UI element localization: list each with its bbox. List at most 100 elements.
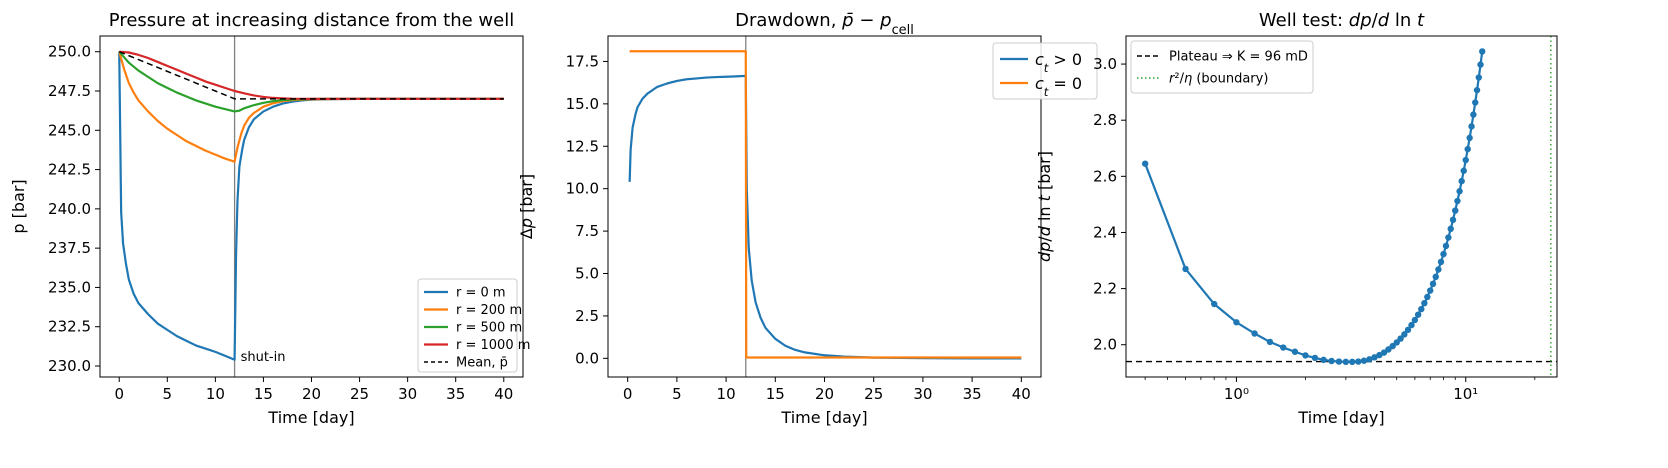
data-point bbox=[1479, 48, 1486, 55]
x-axis-label: Time [day] bbox=[780, 408, 867, 427]
x-tick-label: 20 bbox=[302, 385, 321, 403]
y-axis-label: p [bar] bbox=[9, 179, 28, 233]
data-point bbox=[1182, 265, 1189, 273]
y-tick-label: 0.0 bbox=[575, 349, 599, 367]
y-tick-label: 235.0 bbox=[48, 278, 91, 296]
data-point bbox=[1440, 250, 1447, 258]
legend: ct > 0ct = 0 bbox=[992, 42, 1098, 100]
y-tick-label: 2.2 bbox=[1093, 280, 1117, 298]
data-point bbox=[1302, 352, 1309, 359]
series-line-1 bbox=[1144, 51, 1484, 363]
x-tick-label: 35 bbox=[963, 385, 982, 403]
data-point bbox=[1452, 207, 1459, 214]
x-tick-label: 40 bbox=[1012, 385, 1031, 403]
data-point bbox=[1470, 111, 1477, 118]
data-point bbox=[1411, 316, 1419, 324]
x-tick-label: 30 bbox=[398, 385, 417, 403]
legend-frame bbox=[1130, 40, 1314, 94]
data-point bbox=[1393, 339, 1400, 346]
x-tick-label: 5 bbox=[672, 385, 682, 403]
data-point bbox=[1233, 319, 1240, 326]
data-point bbox=[1475, 74, 1482, 81]
data-point bbox=[1473, 86, 1481, 94]
x-tick-label: 5 bbox=[163, 385, 173, 403]
data-point bbox=[1328, 357, 1335, 365]
data-point bbox=[1466, 134, 1473, 142]
shut-in-annotation: shut-in bbox=[241, 350, 286, 365]
y-tick-label: 230.0 bbox=[48, 357, 91, 375]
data-point bbox=[1414, 311, 1422, 318]
y-tick-label: 2.8 bbox=[1093, 111, 1117, 129]
legend-frame bbox=[992, 42, 1098, 100]
data-point bbox=[1342, 358, 1350, 366]
chart-title: Pressure at increasing distance from the… bbox=[109, 10, 514, 31]
y-tick-label: 3.0 bbox=[1093, 55, 1117, 73]
data-point bbox=[1389, 342, 1396, 350]
data-point bbox=[1408, 321, 1415, 329]
legend-label: ct = 0 bbox=[1035, 74, 1082, 99]
data-point bbox=[1445, 234, 1452, 241]
plot-area bbox=[628, 36, 1022, 377]
x-tick-label: 10¹ bbox=[1453, 385, 1478, 403]
data-point bbox=[1251, 330, 1258, 337]
y-tick-label: 2.5 bbox=[575, 307, 599, 325]
x-tick-label: 25 bbox=[864, 385, 883, 403]
axes-frame bbox=[607, 35, 1042, 378]
y-tick-label: 247.5 bbox=[48, 82, 91, 100]
data-point bbox=[1427, 287, 1434, 294]
data-point bbox=[1280, 344, 1287, 351]
legend-label: r = 0 m bbox=[456, 286, 506, 301]
data-point bbox=[1335, 358, 1343, 365]
y-tick-label: 232.5 bbox=[48, 318, 91, 336]
data-point bbox=[1460, 167, 1467, 174]
chart-2: 0 5 10 15 20 25 30 35 40 0.0 2.5 5.0 7.5 10.0 12.5 15.0… bbox=[517, 10, 1098, 427]
y-axis-label: dp/d ln t [bar] bbox=[1035, 151, 1054, 262]
y-tick-label: 7.5 bbox=[575, 222, 599, 240]
y-tick-label: 242.5 bbox=[48, 161, 91, 179]
data-point bbox=[1355, 358, 1362, 365]
x-tick-label: 35 bbox=[446, 385, 465, 403]
data-point bbox=[1418, 305, 1425, 313]
y-tick-label: 250.0 bbox=[48, 43, 91, 61]
y-tick-label: 2.4 bbox=[1093, 223, 1117, 241]
x-tick-label: 0 bbox=[623, 385, 633, 403]
data-point bbox=[1424, 293, 1431, 301]
x-tick-label: 40 bbox=[494, 385, 513, 403]
x-tick-label: 10 bbox=[717, 385, 736, 403]
x-tick-label: 25 bbox=[350, 385, 369, 403]
data-point bbox=[1141, 160, 1149, 167]
x-tick-label: 0 bbox=[114, 385, 124, 403]
data-point bbox=[1311, 354, 1319, 362]
plot-area bbox=[118, 36, 504, 377]
x-tick-label: 15 bbox=[766, 385, 785, 403]
y-axis-label: Δp [bar] bbox=[517, 174, 536, 239]
series-line-5 bbox=[118, 51, 504, 100]
y-tick-label: 2.6 bbox=[1093, 167, 1117, 185]
axes-frame bbox=[99, 35, 524, 378]
axes-frame bbox=[1125, 35, 1558, 378]
data-point bbox=[1349, 358, 1356, 366]
data-point bbox=[1320, 356, 1327, 364]
y-tick-label: 237.5 bbox=[48, 239, 91, 257]
series-line-2 bbox=[629, 50, 1022, 359]
data-point bbox=[1432, 273, 1439, 281]
data-point bbox=[1266, 338, 1274, 346]
legend-label: Plateau ⇒ K = 96 mD bbox=[1169, 50, 1308, 65]
legend-label: ct > 0 bbox=[1035, 50, 1082, 75]
data-point bbox=[1462, 156, 1469, 164]
data-point bbox=[1366, 356, 1373, 363]
data-point bbox=[1468, 123, 1475, 130]
data-point bbox=[1421, 299, 1428, 307]
y-tick-label: 5.0 bbox=[575, 265, 599, 283]
data-point bbox=[1360, 357, 1368, 364]
data-point bbox=[1447, 225, 1454, 233]
chart-3: 10⁰ 10¹ 2.0 2.2 2.4 2.6 2.8 3.0 Well test: dp/d … bbox=[1035, 10, 1558, 427]
series-line-2 bbox=[118, 51, 504, 163]
data-point bbox=[1435, 266, 1442, 273]
data-point bbox=[1397, 335, 1404, 342]
x-tick-label: 10 bbox=[206, 385, 225, 403]
data-point bbox=[1458, 177, 1465, 185]
data-point bbox=[1210, 300, 1218, 308]
x-axis-label: Time [day] bbox=[267, 408, 354, 427]
data-point bbox=[1472, 99, 1479, 106]
